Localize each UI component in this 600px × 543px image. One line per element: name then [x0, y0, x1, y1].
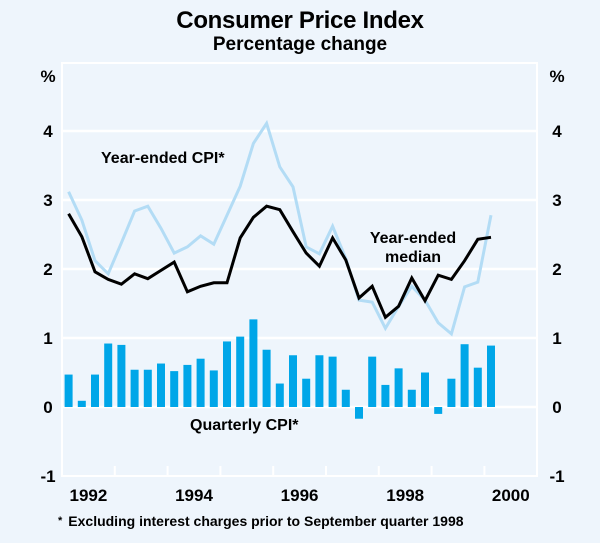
quarterly-cpi-bar — [143, 369, 152, 407]
y-axis-unit-right: % — [549, 67, 564, 86]
chart-subtitle: Percentage change — [212, 34, 388, 55]
quarterly-cpi-bar — [328, 356, 337, 407]
quarterly-cpi-bar — [355, 407, 363, 419]
tick-labels: -1 -1 0 0 1 1 2 2 3 3 4 4 1992 1994 1996 1998 2000 — [40, 122, 564, 505]
quarterly-cpi-bar — [249, 319, 258, 407]
footnote: * Excluding interest charges prior to Sep… — [58, 513, 464, 529]
chart-title: Consumer Price Index — [176, 7, 424, 34]
y-tick-label-right: 3 — [552, 191, 561, 210]
quarterly-cpi-bar — [77, 400, 86, 407]
series-lines — [67, 119, 493, 337]
quarterly-cpi-bar — [236, 336, 245, 407]
x-tick-label-2000: 2000 — [492, 486, 530, 505]
y-tick-label-left: 4 — [43, 122, 53, 141]
footnote-text: Excluding interest charges prior to Sept… — [68, 513, 464, 529]
y-tick-label-right: 2 — [552, 260, 561, 279]
quarterly-cpi-bar — [64, 374, 73, 407]
quarterly-cpi-bar — [223, 341, 231, 407]
quarterly-cpi-bar — [117, 344, 126, 407]
quarterly-cpi-bar — [209, 370, 218, 407]
y-tick-label-right: -1 — [549, 467, 564, 486]
plot-frame — [61, 62, 538, 477]
quarterly-cpi-bar — [368, 356, 377, 407]
quarterly-cpi-bar — [91, 374, 99, 407]
y-tick-label-left: 3 — [43, 191, 52, 210]
footnote-marker: * — [58, 515, 63, 527]
x-tick-label-1998: 1998 — [386, 486, 424, 505]
year-ended-median-line — [67, 204, 492, 320]
x-tick-label-1994: 1994 — [175, 486, 213, 505]
y-tick-label-left: 2 — [43, 260, 52, 279]
quarterly-cpi-bars — [64, 319, 495, 419]
quarterly-cpi-bar — [315, 355, 324, 407]
quarterly-cpi-bar — [487, 345, 495, 407]
y-tick-label-left: -1 — [40, 467, 55, 486]
x-tick-label-1992: 1992 — [69, 486, 107, 505]
axes — [61, 62, 538, 477]
quarterly-cpi-bar — [130, 369, 139, 407]
quarterly-cpi-bar — [104, 343, 113, 407]
y-tick-label-right: 0 — [552, 398, 561, 417]
quarterly-cpi-bar — [170, 371, 179, 407]
quarterly-cpi-bar — [381, 384, 390, 407]
quarterly-cpi-bar — [473, 367, 482, 407]
y-tick-label-left: 0 — [43, 398, 52, 417]
quarterly-cpi-bar — [275, 383, 284, 407]
year-ended-median-label-line1: Year-ended — [370, 230, 456, 247]
quarterly-cpi-bar — [341, 389, 350, 407]
quarterly-cpi-bar — [157, 363, 165, 407]
quarterly-cpi-bar — [289, 355, 297, 407]
quarterly-cpi-bar — [394, 368, 403, 407]
y-tick-label-right: 4 — [552, 122, 562, 141]
quarterly-cpi-bar — [262, 349, 271, 407]
quarterly-cpi-bar — [196, 358, 205, 407]
quarterly-cpi-bar — [302, 378, 311, 407]
quarterly-cpi-bar — [183, 364, 192, 407]
quarterly-cpi-bar — [407, 389, 416, 407]
year-ended-median-label-line2: median — [385, 249, 441, 266]
quarterly-cpi-label: Quarterly CPI* — [190, 417, 299, 434]
y-tick-label-left: 1 — [43, 329, 52, 348]
year-ended-cpi-label: Year-ended CPI* — [101, 150, 225, 167]
gridlines — [62, 129, 537, 409]
quarterly-cpi-bar — [434, 407, 443, 414]
quarterly-cpi-bar — [421, 372, 429, 407]
x-tick-label-1996: 1996 — [281, 486, 319, 505]
y-axis-unit-left: % — [40, 67, 55, 86]
quarterly-cpi-bar — [447, 378, 456, 407]
y-tick-label-right: 1 — [552, 329, 561, 348]
quarterly-cpi-bar — [460, 344, 469, 407]
